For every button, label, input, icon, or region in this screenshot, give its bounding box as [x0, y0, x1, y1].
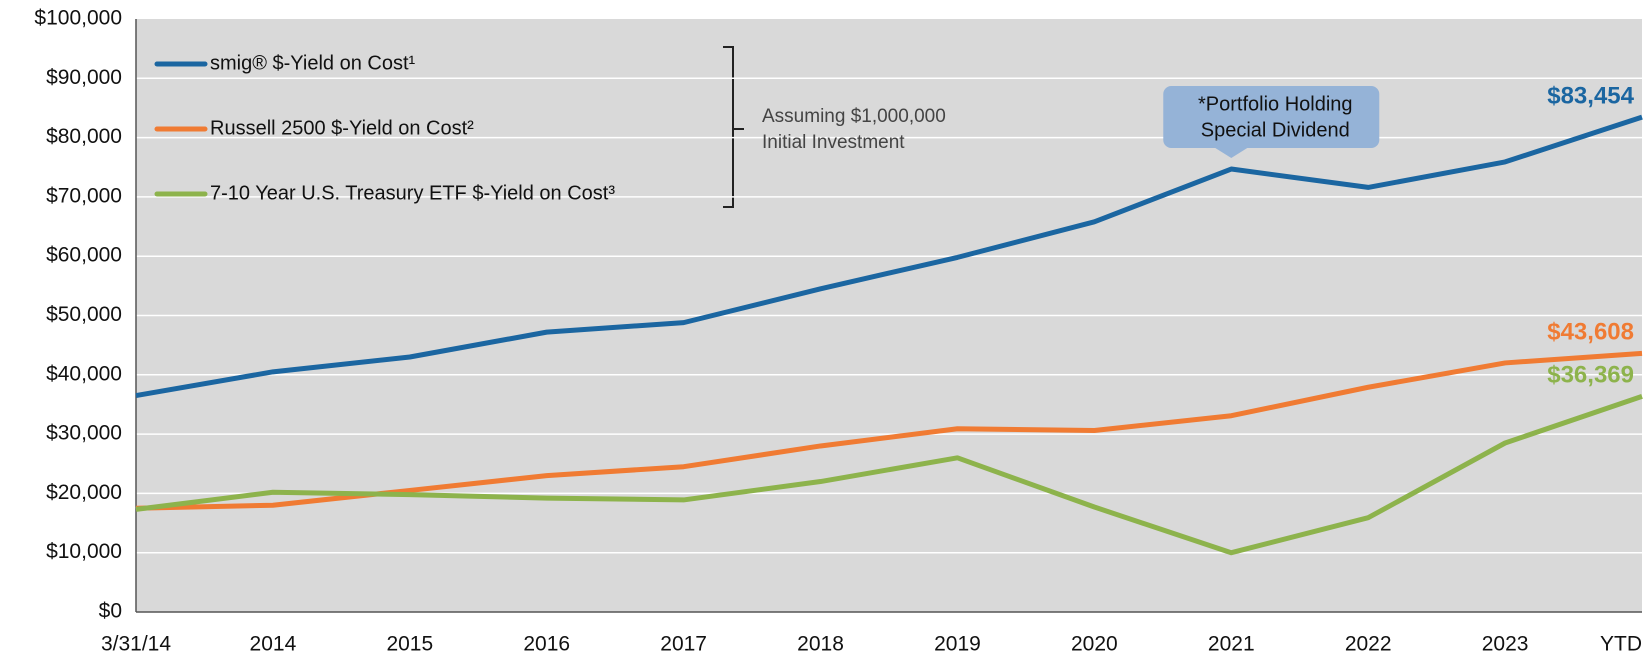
y-tick-label: $20,000 — [46, 481, 122, 504]
y-tick-label: $80,000 — [46, 125, 122, 148]
x-tick-label: 2022 — [1345, 633, 1392, 656]
legend-bracket — [723, 46, 744, 208]
value-label: $43,608 — [1547, 319, 1634, 346]
y-tick-label: $60,000 — [46, 244, 122, 267]
series-line — [135, 393, 1643, 556]
annotation: Initial Investment — [762, 132, 905, 153]
y-tick-label: $40,000 — [46, 362, 122, 385]
legend-label: 7-10 Year U.S. Treasury ETF $-Yield on C… — [210, 182, 615, 204]
series-line — [135, 114, 1643, 399]
x-tick-label: 2014 — [250, 633, 297, 656]
y-tick-label: $90,000 — [46, 66, 122, 89]
y-tick-label: $10,000 — [46, 540, 122, 563]
x-tick-label: YTD — [1600, 633, 1642, 656]
y-tick-label: $50,000 — [46, 303, 122, 326]
x-tick-label: 3/31/14 — [101, 633, 171, 656]
value-label: $83,454 — [1547, 82, 1634, 109]
callout-text: Special Dividend — [1201, 119, 1350, 141]
x-tick-label: 2017 — [660, 633, 707, 656]
legend-label: smig® $-Yield on Cost¹ — [210, 52, 416, 74]
legend-label: Russell 2500 $-Yield on Cost² — [210, 117, 474, 139]
x-tick-label: 2015 — [386, 633, 433, 656]
callout-text: *Portfolio Holding — [1198, 93, 1353, 115]
y-tick-label: $70,000 — [46, 184, 122, 207]
value-label: $36,369 — [1547, 362, 1634, 389]
annotation: Assuming $1,000,000 — [762, 106, 946, 127]
x-tick-label: 2020 — [1071, 633, 1118, 656]
callout-box — [1163, 86, 1380, 158]
y-tick-label: $30,000 — [46, 422, 122, 445]
x-tick-label: 2018 — [797, 633, 844, 656]
x-tick-label: 2019 — [934, 633, 981, 656]
y-tick-label: $0 — [99, 600, 122, 623]
x-tick-label: 2016 — [523, 633, 570, 656]
x-tick-label: 2023 — [1482, 633, 1529, 656]
y-tick-label: $100,000 — [34, 7, 122, 30]
x-tick-label: 2021 — [1208, 633, 1255, 656]
